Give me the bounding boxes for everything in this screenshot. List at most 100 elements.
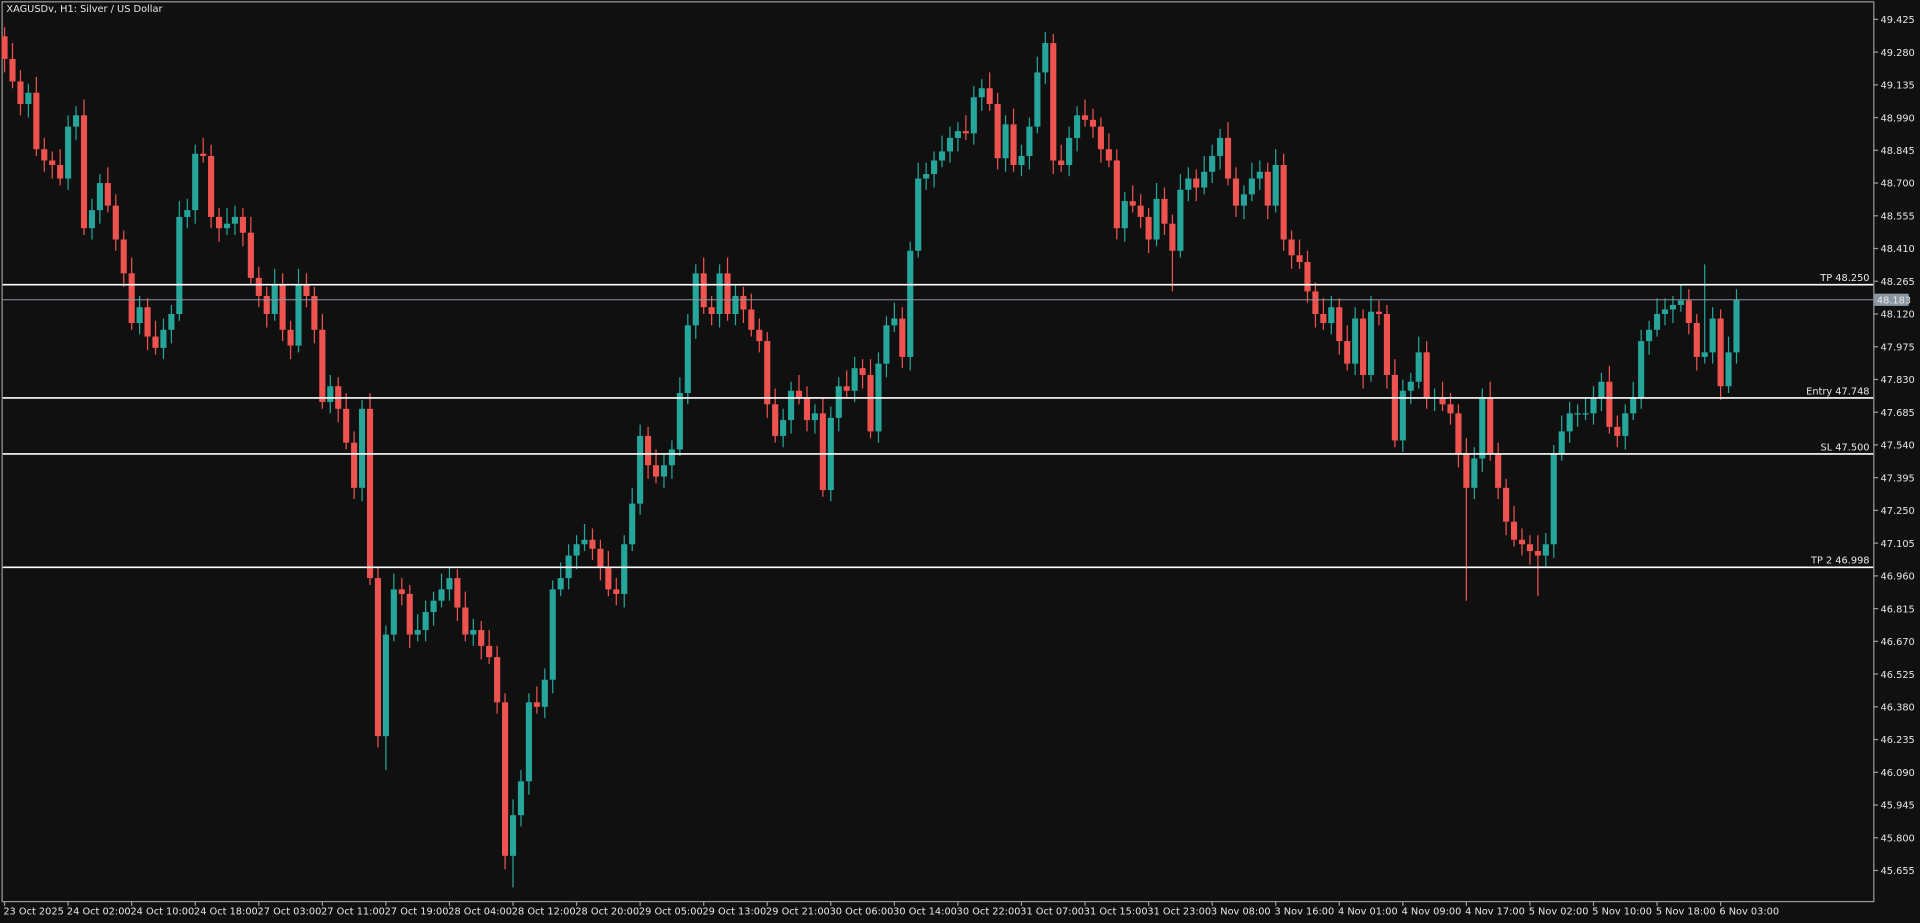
candle-body (390, 589, 397, 635)
candle-body (668, 449, 675, 466)
last-price-label: 48.183 (1877, 295, 1911, 306)
candle-body (1669, 304, 1676, 310)
candle-body (96, 183, 103, 211)
candle-body (168, 313, 175, 330)
y-tick-label: 46.235 (1881, 735, 1915, 746)
candle-body (1479, 397, 1486, 459)
candle-body (144, 307, 151, 337)
candle-body (1248, 178, 1255, 195)
candle-body (1002, 124, 1009, 159)
y-tick-label: 45.800 (1881, 833, 1915, 844)
candle-body (795, 390, 803, 398)
y-tick-label: 47.540 (1881, 441, 1915, 452)
candle-body (319, 329, 326, 403)
candle-body (652, 465, 660, 477)
candle-body (1, 36, 8, 59)
y-tick-label: 46.525 (1881, 670, 1915, 681)
candle-body (1399, 390, 1406, 441)
candle-body (1193, 178, 1200, 188)
candle-body (1296, 255, 1303, 263)
candle-body (41, 149, 48, 161)
candle-body (263, 295, 270, 314)
candle-body (176, 216, 183, 314)
candle-body (740, 295, 747, 310)
y-tick-label: 48.410 (1881, 244, 1915, 255)
y-tick-label: 47.395 (1881, 473, 1915, 484)
candle-body (88, 210, 96, 229)
y-tick-label: 47.830 (1881, 375, 1915, 386)
candle-body (239, 216, 246, 233)
candle-body (780, 420, 787, 436)
candle-body (1121, 201, 1128, 229)
candle-body (1089, 119, 1097, 127)
y-tick-label: 49.425 (1881, 15, 1915, 26)
candle-body (891, 318, 898, 326)
candle-body (33, 92, 40, 150)
level-label: TP 48.250 (1819, 273, 1869, 284)
x-tick-label: 24 Oct 10:00 (130, 906, 194, 917)
candle-body (1503, 487, 1510, 522)
candle-body (1383, 313, 1390, 375)
candle-body (295, 284, 302, 346)
candle-body (1209, 155, 1216, 172)
x-tick-label: 5 Nov 10:00 (1592, 906, 1652, 917)
candle-body (247, 232, 254, 278)
candle-body (597, 548, 604, 567)
candle-body (1542, 544, 1549, 556)
candle-body (867, 374, 874, 432)
candle-body (1026, 126, 1033, 156)
candle-body (724, 273, 731, 314)
candle-body (438, 589, 445, 601)
candle-body (446, 578, 453, 590)
candle-body (1328, 307, 1335, 324)
candle-body (899, 318, 906, 357)
candle-body (1566, 413, 1573, 432)
candle-body (915, 178, 922, 251)
candle-body (1598, 381, 1605, 398)
candle-body (1010, 124, 1017, 165)
candle-body (1638, 341, 1645, 398)
candle-body (152, 336, 159, 348)
x-tick-label: 27 Oct 11:00 (321, 906, 385, 917)
candle-body (104, 183, 111, 206)
candle-body (1312, 291, 1319, 314)
candle-body (223, 223, 231, 229)
candle-body (1661, 309, 1669, 314)
candle-body (1161, 198, 1168, 224)
candle-body (1201, 171, 1208, 188)
candle-body (883, 325, 890, 364)
candle-body (414, 630, 421, 635)
candle-body (1304, 262, 1311, 292)
candle-body (406, 593, 413, 635)
x-tick-label: 3 Nov 08:00 (1211, 906, 1271, 917)
candle-body (1113, 160, 1120, 229)
x-tick-label: 4 Nov 17:00 (1465, 906, 1525, 917)
x-tick-label: 23 Oct 2025 (3, 906, 63, 917)
candle-body (73, 115, 80, 127)
candle-body (1066, 137, 1073, 165)
candle-body (629, 503, 636, 545)
candle-body (1217, 137, 1224, 156)
candle-body (1264, 171, 1271, 206)
candle-body (9, 58, 16, 82)
candle-body (1455, 413, 1462, 454)
candle-body (756, 329, 763, 342)
x-tick-label: 29 Oct 05:00 (639, 906, 703, 917)
candle-body (366, 408, 374, 579)
candle-body (1145, 216, 1152, 240)
x-tick-label: 30 Oct 22:00 (957, 906, 1021, 917)
x-tick-label: 24 Oct 18:00 (194, 906, 258, 917)
plot-border (1, 1, 1875, 903)
candle-body (192, 153, 199, 211)
x-tick-label: 6 Nov 03:00 (1719, 906, 1779, 917)
candle-body (660, 465, 668, 477)
candle-body (1097, 126, 1104, 150)
x-tick-label: 29 Oct 13:00 (702, 906, 766, 917)
x-tick-label: 28 Oct 04:00 (448, 906, 512, 917)
candle-body (65, 126, 72, 179)
candle-body (1256, 171, 1263, 179)
candle-body (549, 589, 556, 680)
candle-body (1336, 307, 1343, 342)
candle-body (1590, 397, 1597, 414)
